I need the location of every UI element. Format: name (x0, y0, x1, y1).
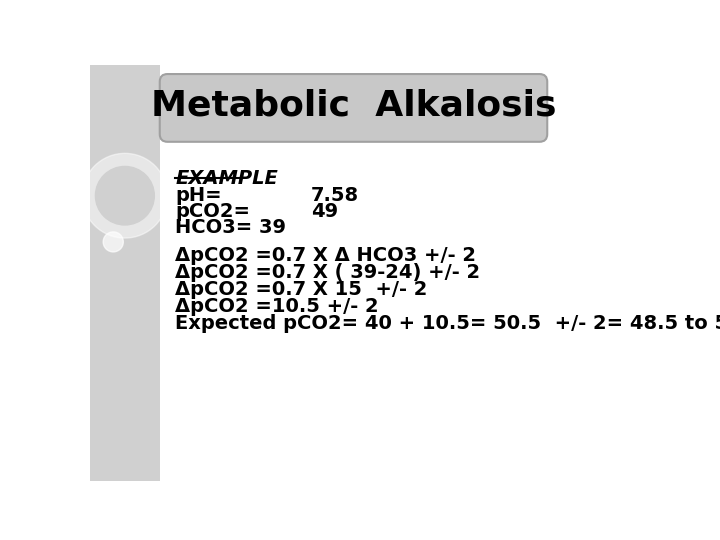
Text: pH=: pH= (175, 186, 222, 205)
Text: pCO2=: pCO2= (175, 202, 251, 221)
Text: ΔpCO2 =0.7 X Δ HCO3 +/- 2: ΔpCO2 =0.7 X Δ HCO3 +/- 2 (175, 246, 476, 265)
Circle shape (103, 232, 123, 252)
Text: ΔpCO2 =0.7 X 15  +/- 2: ΔpCO2 =0.7 X 15 +/- 2 (175, 280, 428, 299)
Text: HCO3= 39: HCO3= 39 (175, 218, 287, 237)
FancyBboxPatch shape (160, 74, 547, 142)
Text: EXAMPLE: EXAMPLE (175, 168, 278, 188)
Text: 49: 49 (311, 202, 338, 221)
Text: ΔpCO2 =10.5 +/- 2: ΔpCO2 =10.5 +/- 2 (175, 296, 379, 315)
Text: Metabolic  Alkalosis: Metabolic Alkalosis (150, 89, 557, 123)
Text: 7.58: 7.58 (311, 186, 359, 205)
Text: ΔpCO2 =0.7 X ( 39-24) +/- 2: ΔpCO2 =0.7 X ( 39-24) +/- 2 (175, 262, 480, 282)
Text: Expected pCO2= 40 + 10.5= 50.5  +/- 2= 48.5 to 52.5: Expected pCO2= 40 + 10.5= 50.5 +/- 2= 48… (175, 314, 720, 333)
Circle shape (82, 153, 168, 238)
Circle shape (96, 166, 154, 225)
FancyBboxPatch shape (90, 65, 160, 481)
